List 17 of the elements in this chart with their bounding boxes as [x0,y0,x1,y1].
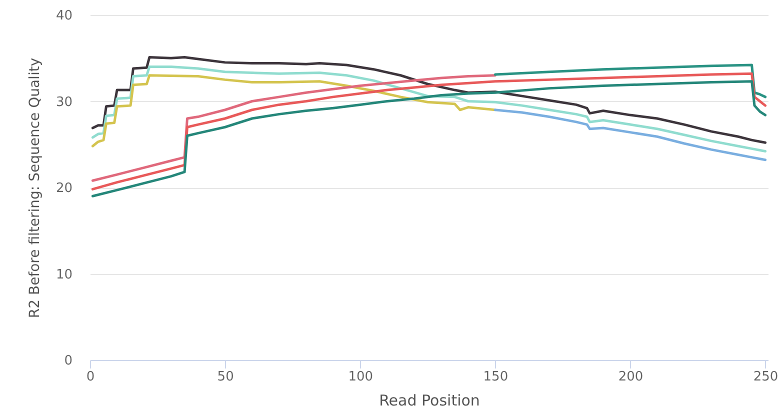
y-tick-label: 40 [56,8,72,24]
line-series [494,108,767,162]
y-axis-title: R2 Before filtering: Sequence Quality [26,58,43,318]
x-tick-label: 50 [217,370,234,384]
line-series [91,74,496,148]
x-axis-title: Read Position [379,392,480,410]
x-tick-label: 0 [86,370,95,384]
line-series [91,74,496,182]
x-tick-label: 250 [753,370,778,384]
y-tick-label: 20 [56,181,72,196]
y-tick-label: 10 [56,267,72,282]
x-tick-label: 150 [483,370,508,384]
y-tick-label: 30 [56,94,72,110]
x-tick-label: 200 [618,370,644,384]
line-series [91,66,767,153]
x-tick-label: 100 [348,370,374,384]
y-tick-label: 0 [64,354,72,368]
